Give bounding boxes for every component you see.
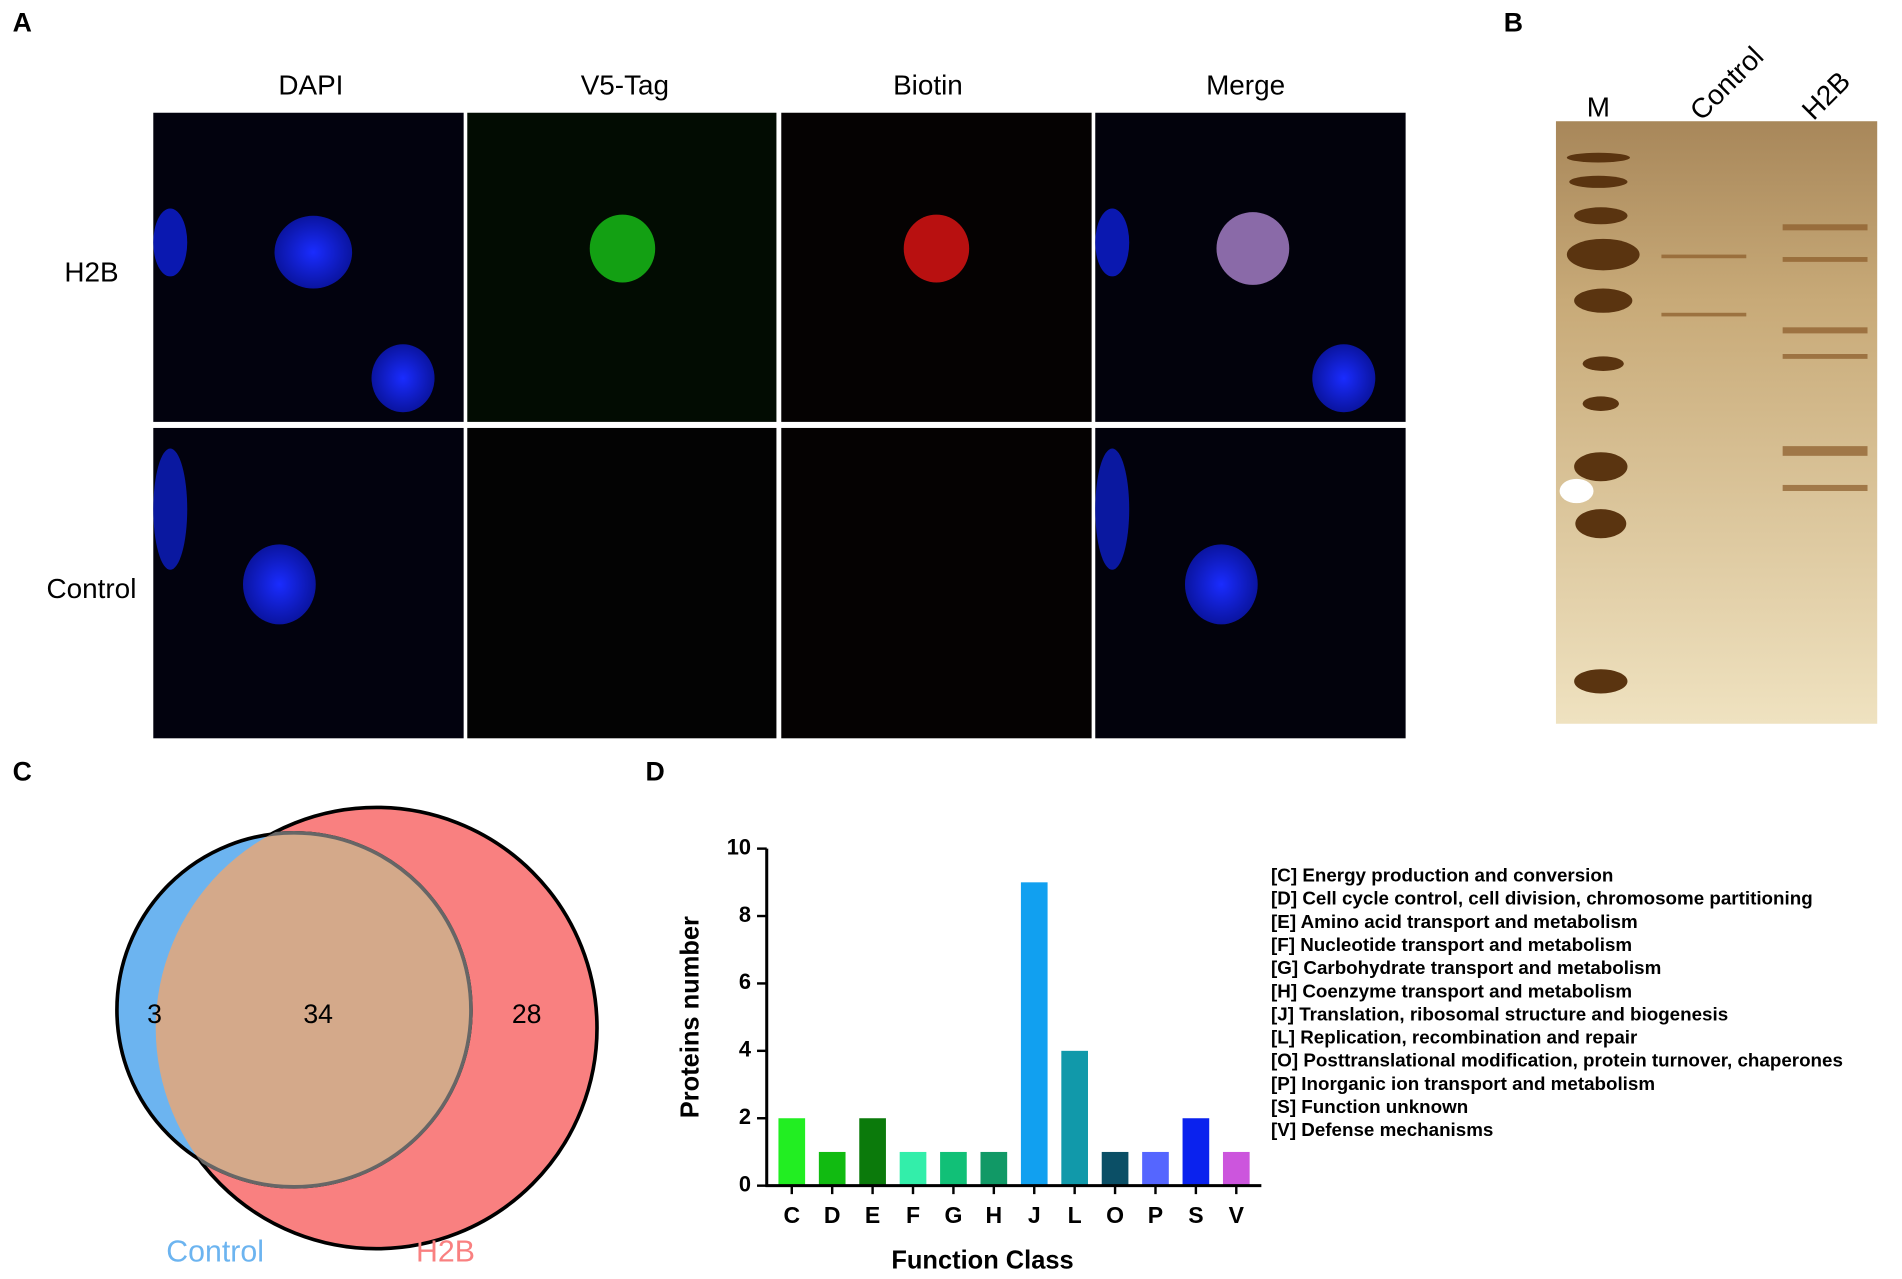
nucleus [371, 344, 435, 413]
bar [1020, 882, 1048, 1186]
y-tick-label: 2 [739, 1104, 751, 1129]
legend-entry: [O] Posttranslational modification, prot… [1271, 1050, 1843, 1071]
venn-label: H2B [416, 1236, 475, 1269]
nucleus [1216, 212, 1290, 285]
x-axis-label: Function Class [891, 1247, 1073, 1275]
panel-label: D [645, 757, 664, 787]
bar [980, 1151, 1008, 1186]
panel-label: A [13, 7, 32, 37]
sample-bands [1661, 224, 1868, 491]
panel-label: B [1504, 7, 1523, 37]
nucleus [243, 544, 316, 625]
y-tick-label: 8 [739, 902, 751, 927]
gel-panel [1555, 121, 1878, 724]
x-tick-label: L [1068, 1202, 1082, 1228]
cell [1095, 448, 1130, 570]
bar [1222, 1151, 1250, 1186]
spot [1559, 478, 1594, 504]
legend-entry: [F] Nucleotide transport and metabolism [1271, 934, 1632, 955]
x-tick-label: J [1028, 1202, 1041, 1228]
nucleus [1095, 208, 1130, 277]
legend-entry: [J] Translation, ribosomal structure and… [1271, 1003, 1728, 1024]
bar [818, 1151, 846, 1186]
legend-entry: [G] Carbohydrate transport and metabolis… [1271, 957, 1661, 978]
y-tick-label: 4 [739, 1037, 752, 1062]
microscopy-panel [153, 112, 1406, 739]
legend-entry: [L] Replication, recombination and repai… [1271, 1027, 1638, 1048]
legend-entry: [V] Defense mechanisms [1271, 1119, 1493, 1140]
nucleus [274, 215, 353, 289]
y-axis-label: Proteins number [676, 916, 704, 1118]
lane-label: Control [1684, 41, 1769, 126]
venn-label: Control [166, 1236, 264, 1269]
bar [940, 1151, 967, 1186]
x-tick-label: D [824, 1202, 841, 1228]
lane-label: H2B [1796, 65, 1856, 125]
x-tick-label: P [1148, 1202, 1163, 1228]
column-title: V5-Tag [581, 70, 669, 101]
row-label: Control [47, 573, 137, 604]
nucleus [1312, 344, 1376, 413]
venn-count: 34 [303, 999, 333, 1029]
legend-entry: [S] Function unknown [1271, 1096, 1468, 1117]
bar [1061, 1050, 1088, 1186]
x-tick-label: E [865, 1202, 880, 1228]
bar [1182, 1118, 1210, 1186]
x-tick-label: H [986, 1202, 1003, 1228]
bar [1101, 1151, 1129, 1186]
venn-count: 3 [147, 999, 162, 1029]
bar [1142, 1151, 1169, 1186]
y-tick-label: 0 [739, 1171, 751, 1196]
image [781, 427, 1092, 739]
x-tick-label: F [906, 1202, 920, 1228]
row-label: H2B [64, 256, 118, 287]
column-title: Biotin [893, 70, 963, 101]
venn-overlap [155, 831, 473, 1189]
legend-entry: [C] Energy production and conversion [1271, 864, 1613, 885]
column-title: Merge [1206, 70, 1285, 101]
x-tick-label: O [1106, 1202, 1124, 1228]
nucleus [153, 208, 188, 277]
x-tick-label: G [944, 1202, 962, 1228]
column-title: DAPI [278, 70, 343, 101]
venn-count: 28 [512, 999, 542, 1029]
nucleus [589, 214, 656, 283]
image [467, 427, 777, 739]
legend-entry: [D] Cell cycle control, cell division, c… [1271, 888, 1813, 909]
legend-entry: [E] Amino acid transport and metabolism [1271, 911, 1638, 932]
nucleus [1184, 544, 1258, 625]
bar [859, 1118, 886, 1186]
y-tick-label: 6 [739, 969, 751, 994]
lane-label: M [1587, 91, 1610, 122]
x-tick-label: V [1229, 1202, 1245, 1228]
venn: 3 34 28 Control H2B [115, 805, 599, 1269]
nucleus [903, 214, 970, 283]
panel-label: C [13, 757, 32, 787]
y-tick-label: 10 [727, 834, 751, 859]
legend-entry: [H] Coenzyme transport and metabolism [1271, 980, 1632, 1001]
bar [899, 1151, 927, 1186]
marker-bands [1566, 152, 1640, 694]
legend-entry: [P] Inorganic ion transport and metaboli… [1271, 1073, 1655, 1094]
x-tick-label: C [783, 1202, 800, 1228]
cell [153, 448, 188, 570]
bar [778, 1118, 806, 1186]
x-tick-label: S [1188, 1202, 1203, 1228]
